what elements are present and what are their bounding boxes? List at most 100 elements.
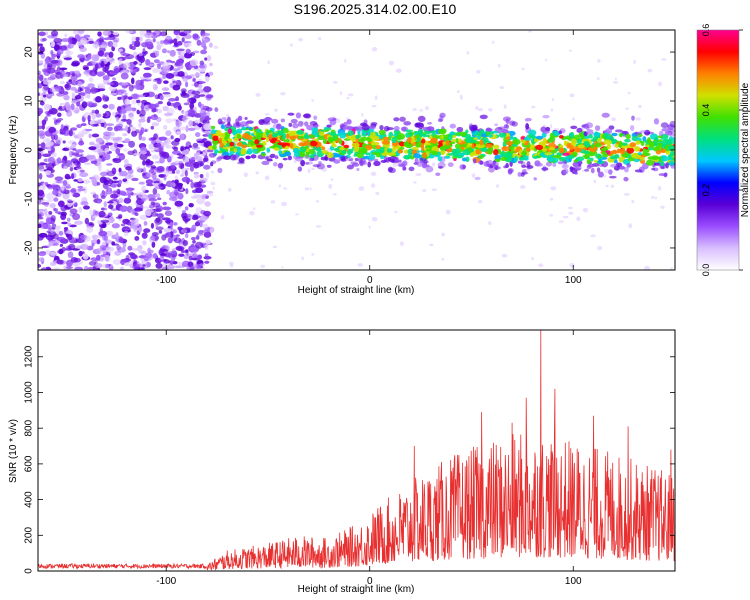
heatmap-band-cell — [429, 150, 438, 154]
heatmap-faint-cell — [569, 262, 575, 268]
heatmap-band-cell — [224, 123, 233, 128]
heatmap-noise-cell — [48, 110, 54, 115]
heatmap-faint-cell — [520, 185, 526, 189]
heatmap-noise-cell — [196, 197, 205, 205]
heatmap-noise-cell — [131, 93, 139, 100]
heatmap-faint-cell — [501, 253, 508, 258]
heatmap-noise-cell — [97, 88, 106, 92]
heatmap-band-cell — [210, 125, 216, 130]
heatmap-noise-cell — [183, 255, 189, 260]
heatmap-noise-cell — [107, 201, 114, 204]
heatmap-faint-cell — [330, 178, 334, 181]
heatmap-band-cell — [399, 116, 406, 122]
heatmap-faint-cell — [670, 267, 673, 270]
heatmap-noise-cell — [43, 208, 48, 215]
heatmap-noise-cell — [159, 156, 165, 164]
heatmap-noise-cell — [174, 188, 179, 196]
heatmap-band-cell — [608, 169, 613, 175]
heatmap-noise-cell — [194, 132, 201, 138]
heatmap-band-cell — [303, 154, 311, 159]
heatmap-noise-cell — [177, 160, 184, 164]
heatmap-noise-cell — [127, 96, 133, 100]
heatmap-band-cell — [629, 142, 637, 148]
x-tick-label: -100 — [156, 576, 176, 587]
heatmap-band-cell — [525, 123, 530, 130]
heatmap-faint-cell — [614, 77, 617, 81]
heatmap-band-cell — [246, 148, 253, 155]
heatmap-noise-cell — [129, 68, 137, 74]
heatmap-band-cell — [245, 155, 251, 160]
heatmap-noise-cell — [151, 232, 159, 236]
heatmap-noise-cell — [72, 148, 77, 151]
heatmap-noise-cell — [173, 146, 179, 152]
heatmap-noise-cell — [122, 178, 128, 183]
heatmap-noise-cell — [91, 109, 96, 114]
heatmap-noise-cell — [155, 205, 164, 212]
heatmap-noise-cell — [143, 72, 148, 78]
heatmap-noise-cell — [64, 83, 70, 89]
heatmap-noise-cell — [198, 122, 203, 128]
heatmap-noise-cell — [189, 102, 195, 110]
heatmap-noise-cell — [82, 179, 91, 184]
heatmap-band-cell — [252, 148, 258, 152]
heatmap-noise-cell — [178, 253, 185, 257]
heatmap-noise-cell — [88, 40, 95, 44]
heatmap-noise-cell — [145, 210, 152, 217]
heatmap-band-cell — [482, 140, 487, 145]
heatmap-noise-cell — [164, 210, 173, 217]
heatmap-noise-cell — [76, 101, 81, 107]
heatmap-noise-cell — [92, 215, 97, 219]
heatmap-noise-cell — [205, 239, 212, 245]
heatmap-noise-cell — [97, 50, 105, 57]
heatmap-noise-cell — [43, 103, 51, 111]
heatmap-noise-cell — [192, 78, 196, 82]
heatmap-noise-cell — [119, 205, 129, 212]
heatmap-noise-cell — [180, 146, 184, 152]
heatmap-noise-cell — [65, 185, 72, 189]
heatmap-band-cell — [526, 161, 531, 168]
heatmap-band-cell — [596, 167, 601, 173]
heatmap-band-cell — [397, 149, 404, 154]
heatmap-noise-cell — [110, 70, 120, 74]
heatmap-noise-cell — [61, 157, 68, 164]
heatmap-band-cell — [276, 123, 282, 130]
heatmap-band-cell — [373, 160, 381, 167]
heatmap-noise-cell — [51, 53, 57, 58]
heatmap-faint-cell — [371, 216, 378, 222]
heatmap-x-axis-label: Height of straight line (km) — [298, 285, 415, 296]
heatmap-noise-cell — [165, 73, 175, 79]
heatmap-noise-cell — [53, 139, 60, 142]
heatmap-noise-cell — [62, 192, 70, 200]
heatmap-noise-cell — [135, 54, 144, 62]
heatmap-band-cell — [327, 117, 337, 122]
heatmap-noise-cell — [115, 116, 119, 123]
heatmap-band-cell — [305, 161, 310, 165]
heatmap-noise-cell — [205, 171, 210, 179]
heatmap-faint-cell — [593, 179, 597, 184]
heatmap-noise-cell — [149, 236, 156, 243]
heatmap-band-cell — [613, 159, 618, 164]
heatmap-band-cell — [373, 158, 379, 162]
heatmap-faint-cell — [212, 186, 215, 190]
heatmap-noise-cell — [206, 55, 212, 62]
heatmap-faint-cell — [375, 191, 380, 195]
heatmap-noise-cell — [161, 62, 171, 70]
heatmap-band-cell — [238, 157, 245, 164]
heatmap-band-cell — [290, 118, 298, 124]
heatmap-band-cell — [660, 148, 666, 153]
heatmap-noise-cell — [136, 94, 146, 98]
heatmap-band-cell — [532, 155, 540, 159]
heatmap-noise-cell — [46, 141, 54, 147]
y-tick-label: 20 — [24, 46, 35, 58]
heatmap-noise-cell — [166, 264, 176, 270]
heatmap-faint-cell — [264, 175, 270, 181]
heatmap-faint-cell — [644, 265, 650, 270]
heatmap-noise-cell — [39, 162, 48, 166]
heatmap-noise-cell — [199, 215, 208, 222]
heatmap-noise-cell — [38, 232, 48, 238]
heatmap-band-cell — [277, 142, 284, 146]
y-tick-label: 200 — [24, 527, 35, 544]
heatmap-noise-cell — [151, 241, 156, 248]
heatmap-noise-cell — [196, 140, 206, 144]
heatmap-faint-cell — [210, 170, 215, 174]
